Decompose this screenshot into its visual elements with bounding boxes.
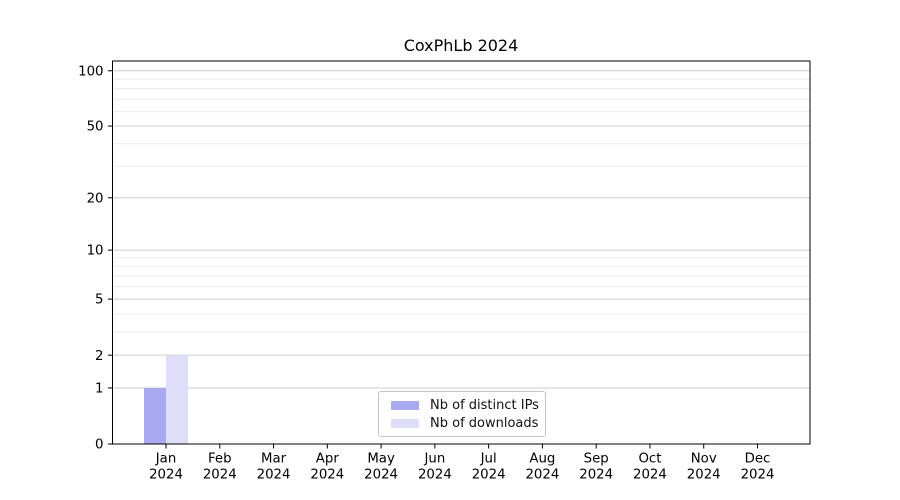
x-tick-label-month: Mar [261,452,287,467]
x-tick-label-month: Dec [745,452,771,467]
x-tick-label-month: Nov [691,452,717,467]
x-tick-label-month: Sep [584,452,609,467]
x-tick-label-year: 2024 [472,468,506,483]
x-tick-label-month: May [367,452,395,467]
legend-swatch-distinct-ips [391,400,419,410]
y-tick-label: 5 [95,293,103,308]
plot-border [112,60,811,445]
y-tick-label: 20 [87,191,104,206]
x-tick-label-year: 2024 [418,468,452,483]
x-tick-label-year: 2024 [633,468,667,483]
x-tick-label-month: Apr [316,452,340,467]
x-tick-label-year: 2024 [310,468,344,483]
x-tick-label-year: 2024 [687,468,721,483]
y-tick-label: 0 [95,438,103,453]
legend-item-downloads: Nb of downloads [386,415,539,431]
y-tick-label: 100 [78,64,103,79]
x-tick-label-year: 2024 [203,468,237,483]
x-tick-label-year: 2024 [364,468,398,483]
x-tick-label-year: 2024 [579,468,613,483]
chart-title: CoxPhLb 2024 [403,36,519,55]
x-tick-label-month: Aug [529,452,555,467]
x-tick-label-month: Feb [208,452,232,467]
y-tick-label: 50 [87,120,104,135]
legend: Nb of distinct IPs Nb of downloads [378,391,546,437]
x-tick-label-month: Jan [155,452,177,467]
bar-distinct-ips-jan [144,387,166,444]
x-tick-label-year: 2024 [257,468,291,483]
bar-downloads-jan [166,355,188,444]
y-tick-label: 2 [95,349,103,364]
x-tick-label-month: Jul [480,452,497,467]
x-tick-label-year: 2024 [149,468,183,483]
y-tick-label: 10 [87,244,104,259]
x-tick-label-month: Oct [638,452,661,467]
legend-label-distinct-ips: Nb of distinct IPs [430,397,539,413]
x-tick-label-year: 2024 [741,468,775,483]
x-tick-label-month: Jun [423,452,445,467]
x-tick-label-year: 2024 [525,468,559,483]
legend-item-distinct-ips: Nb of distinct IPs [386,397,539,413]
legend-label-downloads: Nb of downloads [430,415,539,431]
y-tick-label: 1 [95,382,103,397]
legend-swatch-downloads [391,418,419,428]
